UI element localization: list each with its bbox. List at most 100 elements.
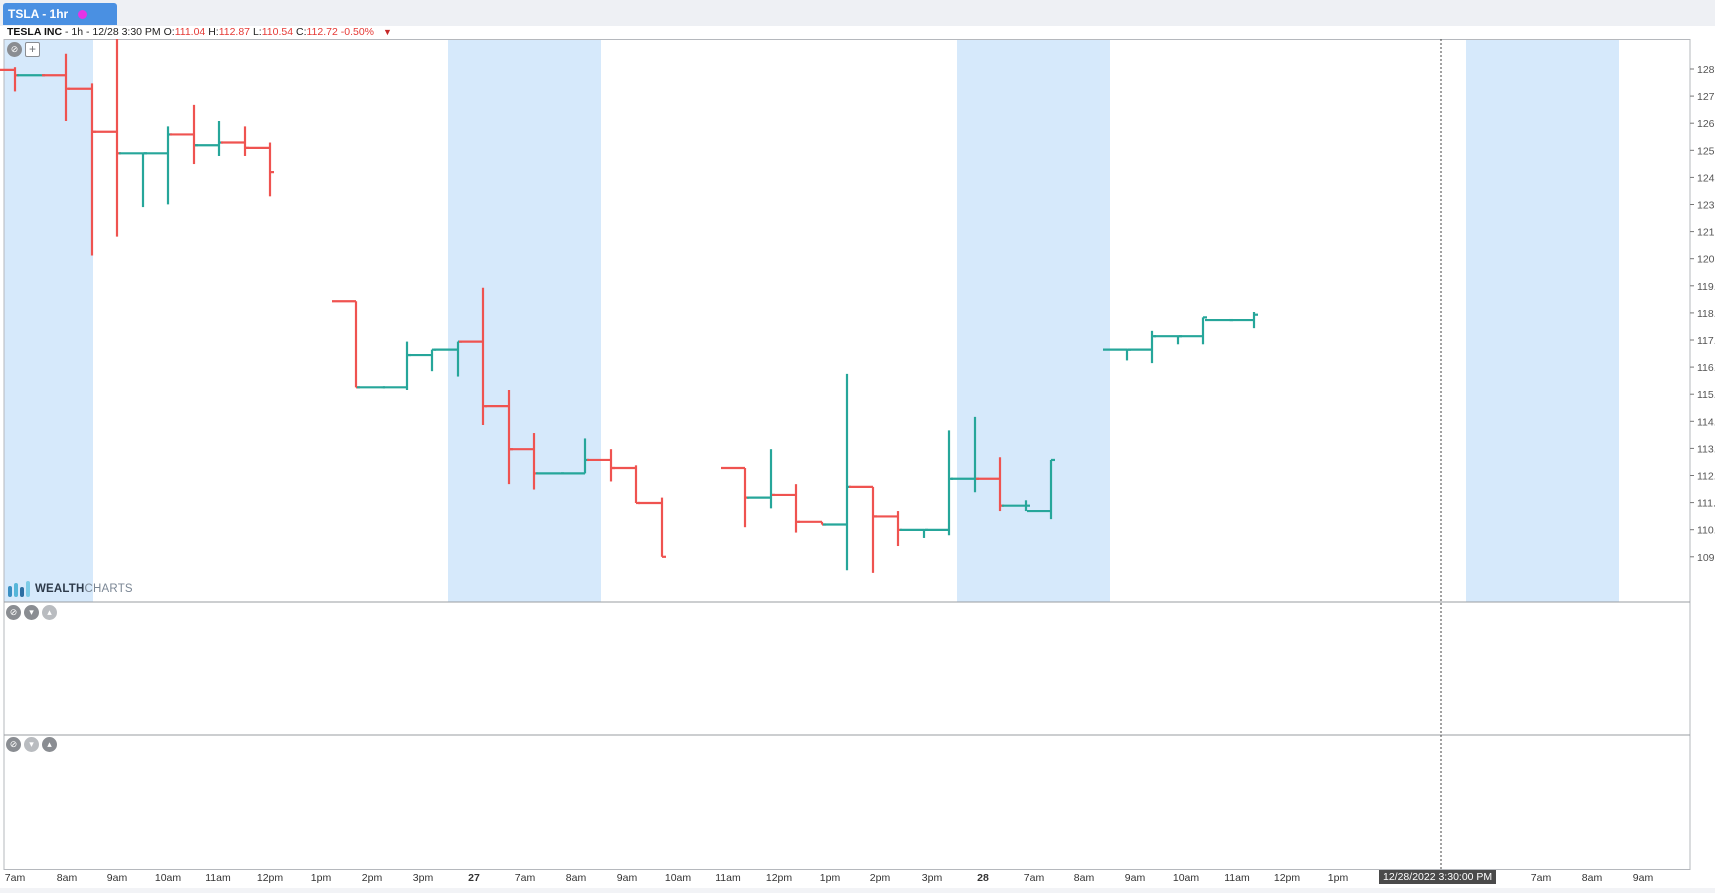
ohlc-bar <box>1179 316 1207 345</box>
ohlc-bar <box>1002 500 1030 512</box>
ohlc-bars <box>0 37 1258 573</box>
time-tick-label: 10am <box>665 872 692 884</box>
open-label: O: <box>163 26 175 38</box>
ohlc-bar <box>246 142 274 197</box>
premarket-session-1 <box>448 39 601 602</box>
time-tick-label: 2pm <box>362 872 383 884</box>
symbol-name: TESLA INC <box>7 26 63 38</box>
tab-tsla-1hr[interactable]: TSLA - 1hr <box>3 3 117 25</box>
price-tick-label: 109. <box>1697 552 1715 564</box>
time-tick-label: 7am <box>1531 872 1552 884</box>
time-tick-label: 2pm <box>870 872 891 884</box>
price-tick-label: 124. <box>1697 172 1715 184</box>
time-tick-label: 10am <box>1173 872 1200 884</box>
panel2-move-up-icon[interactable]: ▴ <box>42 605 57 620</box>
time-tick-label: 7am <box>515 872 536 884</box>
price-tick-label: 118. <box>1697 308 1715 320</box>
ohlc-bar <box>332 300 360 389</box>
ohlc-bar <box>195 121 223 156</box>
tab-label: TSLA - 1hr <box>8 7 69 21</box>
time-tick-label: 1pm <box>1328 872 1349 884</box>
wealthcharts-logo-icon <box>8 581 30 597</box>
time-tick-label: 8am <box>1074 872 1095 884</box>
panel3-move-up-icon[interactable]: ▴ <box>42 737 57 752</box>
time-tick-label: 12pm <box>766 872 793 884</box>
ohlc-bar <box>612 465 640 505</box>
price-tick-label: 110. <box>1697 525 1715 537</box>
ohlc-bar <box>638 497 666 558</box>
tab-status-dot-icon <box>78 10 88 19</box>
price-tick-label: 119. <box>1697 281 1715 293</box>
ohlc-bar <box>383 341 411 391</box>
time-tick-label: 11am <box>205 872 231 884</box>
price-axis: 128. 127. 126. 125. 124. 123. 121. 120. 119. 118.… <box>1690 64 1715 564</box>
change-percent: -0.50% <box>340 26 375 38</box>
chart-area[interactable]: 128. 127. 126. 125. 124. 123. 121. 120. 119. 118.… <box>0 37 1715 888</box>
price-tick-label: 128. <box>1697 64 1715 76</box>
ohlc-bar <box>772 484 800 533</box>
time-tick-label: 9am <box>1125 872 1146 884</box>
ohlc-bar <box>849 485 877 573</box>
price-tick-label: 114. <box>1697 416 1715 428</box>
ohlc-bar <box>144 126 172 205</box>
time-tick-label: 28 <box>977 872 989 884</box>
open-value: 111.04 <box>174 26 206 38</box>
ohlc-bar <box>93 37 121 237</box>
panel3-settings-icon[interactable]: ⊘ <box>6 737 21 752</box>
time-tick-label: 11am <box>1224 872 1250 884</box>
ohlc-bar <box>1027 458 1055 520</box>
ohlc-bar <box>1128 330 1156 364</box>
time-tick-label: 27 <box>468 872 480 884</box>
session-shading <box>4 39 1619 602</box>
time-tick-label: 3pm <box>413 872 434 884</box>
chart-svg[interactable]: 128. 127. 126. 125. 124. 123. 121. 120. 119. 118.… <box>0 37 1715 888</box>
time-tick-label: 7am <box>1024 872 1045 884</box>
high-label: H: <box>208 26 219 38</box>
ohlc-bar <box>925 430 953 536</box>
time-axis: 7am 8am 9am 10am 11am 12pm 1pm 2pm 3pm 27 7am 8am 9a… <box>5 872 1654 884</box>
price-tick-label: 117. <box>1697 335 1715 347</box>
tab-bar: TSLA - 1hr <box>0 0 1715 27</box>
time-tick-label: 8am <box>1582 872 1603 884</box>
time-tick-label: 1pm <box>820 872 841 884</box>
ohlc-bar <box>408 348 436 372</box>
logo-text-bold: WEALTH <box>35 582 85 595</box>
time-tick-label: 3pm <box>922 872 943 884</box>
price-tick-label: 116. <box>1697 362 1715 374</box>
add-indicator-icon[interactable]: + <box>25 42 40 57</box>
wealthcharts-logo: WEALTHCHARTS <box>8 580 133 597</box>
price-tick-label: 113. <box>1697 443 1715 455</box>
ohlc-bar <box>900 528 928 538</box>
panel3-move-down-icon[interactable]: ▾ <box>24 737 39 752</box>
ohlc-bar <box>874 511 902 547</box>
time-tick-label: 8am <box>566 872 587 884</box>
plot-frame <box>3 39 1691 870</box>
ohlc-bar <box>823 373 851 571</box>
time-tick-label: 1pm <box>311 872 332 884</box>
price-tick-label: 111. <box>1697 498 1715 510</box>
price-tick-label: 115. <box>1697 389 1715 401</box>
panel2-settings-icon[interactable]: ⊘ <box>6 605 21 620</box>
ohlc-bar <box>221 126 249 156</box>
panel2-move-down-icon[interactable]: ▾ <box>24 605 39 620</box>
down-arrow-icon: ▼ <box>382 27 392 37</box>
time-tick-label: 10am <box>155 872 182 884</box>
crosshair-datetime-label: 12/28/2022 3:30:00 PM <box>1379 870 1497 884</box>
time-tick-label: 11am <box>715 872 741 884</box>
premarket-session-3 <box>1466 39 1619 602</box>
premarket-session-2 <box>957 39 1110 602</box>
price-tick-label: 121. <box>1697 227 1715 239</box>
panel-settings-icon[interactable]: ⊘ <box>7 42 22 57</box>
time-tick-label: 7am <box>5 872 26 884</box>
ohlc-bar <box>747 449 775 509</box>
panel3-controls: ⊘ ▾ ▴ <box>6 737 57 753</box>
logo-text-light: CHARTS <box>84 582 133 595</box>
close-value: 112.72 <box>306 26 338 38</box>
price-tick-label: 126. <box>1697 118 1715 130</box>
time-tick-label: 9am <box>107 872 128 884</box>
price-tick-label: 112. <box>1697 471 1715 483</box>
premarket-session-0 <box>4 39 93 602</box>
time-tick-label: 12pm <box>1274 872 1301 884</box>
ohlc-bar <box>721 466 749 528</box>
panel2-controls: ⊘ ▾ ▴ <box>6 605 57 621</box>
